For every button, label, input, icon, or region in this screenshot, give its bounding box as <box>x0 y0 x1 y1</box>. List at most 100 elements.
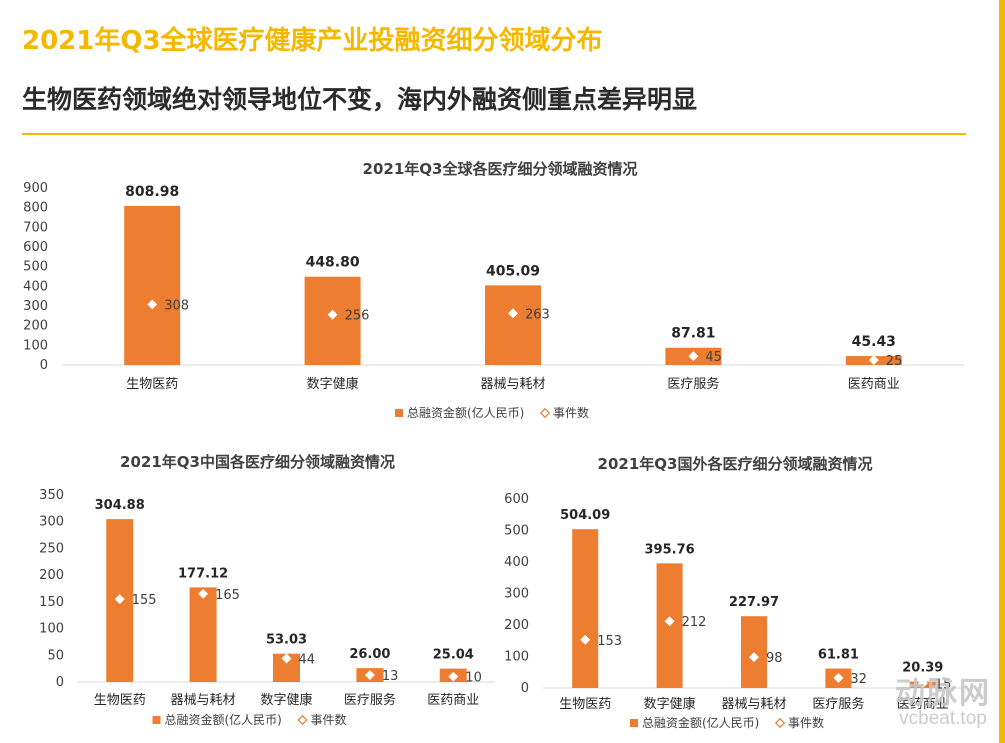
category-label: 器械与耗材 <box>171 693 236 708</box>
event-marker <box>580 634 591 645</box>
category-label: 器械与耗材 <box>480 377 545 392</box>
category-label: 数字健康 <box>260 692 312 708</box>
bar-value-label: 177.12 <box>178 566 228 581</box>
chart-china: 2021年Q3中国各医疗细分领域融资情况 0 50 100 150 200 250 300 35… <box>39 453 495 727</box>
event-count-label: 10 <box>465 671 482 686</box>
page-subtitle: 生物医药领域绝对领导地位不变，海内外融资侧重点差异明显 <box>22 85 698 114</box>
bar <box>304 276 361 365</box>
bar-value-label: 53.03 <box>266 633 307 648</box>
y-tick-label: 400 <box>504 555 529 570</box>
category-label: 医药商业 <box>848 377 900 392</box>
event-count-label: 153 <box>597 634 622 649</box>
y-tick-label: 600 <box>504 492 529 507</box>
y-tick-label: 200 <box>39 568 64 583</box>
category-label: 数字健康 <box>307 376 359 392</box>
legend-label-amount: 总融资金额(亿人民币) <box>165 712 282 727</box>
event-count-label: 32 <box>850 672 867 687</box>
chart-global: 2021年Q3全球各医疗细分领域融资情况 0 100 200 300 400 500 600 7… <box>23 160 964 420</box>
event-marker <box>147 299 158 310</box>
y-tick-label: 350 <box>39 488 64 503</box>
event-count-label: 98 <box>766 651 783 666</box>
legend-swatch-amount <box>395 409 403 417</box>
bar-value-label: 504.09 <box>560 508 610 523</box>
legend-label-amount: 总融资金额(亿人民币) <box>642 715 759 730</box>
category-label: 医疗服务 <box>344 692 396 708</box>
legend-swatch-events <box>774 717 786 729</box>
y-tick-label: 600 <box>23 240 48 255</box>
y-tick-label: 500 <box>23 260 48 275</box>
bar-value-label: 45.43 <box>852 334 896 350</box>
legend-swatch-events <box>539 407 551 419</box>
category-label: 医药商业 <box>427 693 479 708</box>
bar-value-label: 808.98 <box>125 184 179 200</box>
legend-label-amount: 总融资金额(亿人民币) <box>407 405 524 420</box>
category-label: 生物医药 <box>126 377 178 392</box>
event-count-label: 25 <box>886 354 903 369</box>
legend-swatch-amount <box>152 716 161 724</box>
watermark-url: vcbeat.top <box>899 708 987 729</box>
bar <box>485 285 541 365</box>
y-tick-label: 100 <box>39 622 64 637</box>
event-count-label: 165 <box>215 588 240 603</box>
y-tick-label: 0 <box>521 681 529 696</box>
legend-label-events: 事件数 <box>553 405 589 420</box>
event-count-label: 15 <box>935 677 952 692</box>
legend-label-events: 事件数 <box>788 715 824 730</box>
y-tick-label: 0 <box>56 675 64 690</box>
chart-title: 2021年Q3全球各医疗细分领域融资情况 <box>363 160 638 178</box>
category-label: 器械与耗材 <box>721 697 786 712</box>
event-marker <box>688 351 699 362</box>
bar <box>124 205 181 365</box>
category-label: 生物医药 <box>559 697 611 712</box>
bar-value-label: 304.88 <box>95 498 145 513</box>
watermark-logo: 动脉网 <box>895 677 991 710</box>
category-label: 医疗服务 <box>667 376 719 392</box>
y-tick-label: 250 <box>39 541 64 556</box>
event-marker <box>868 355 879 366</box>
bar-value-label: 87.81 <box>671 326 715 342</box>
watermark: 动脉网 vcbeat.top <box>895 679 991 729</box>
bar <box>572 529 599 688</box>
event-count-label: 155 <box>132 593 157 608</box>
y-tick-label: 100 <box>504 650 529 665</box>
event-count-label: 256 <box>345 309 370 324</box>
y-tick-label: 200 <box>23 319 48 334</box>
page-title: 2021年Q3全球医疗健康产业投融资细分领域分布 <box>22 26 603 56</box>
bar-value-label: 20.39 <box>902 661 943 676</box>
y-tick-label: 400 <box>23 279 48 294</box>
bar-value-label: 26.00 <box>349 647 390 662</box>
chart-title: 2021年Q3国外各医疗细分领域融资情况 <box>598 455 873 473</box>
event-count-label: 263 <box>525 307 550 322</box>
event-count-label: 308 <box>164 298 189 313</box>
legend-swatch-amount <box>630 719 638 727</box>
event-count-label: 212 <box>682 615 707 630</box>
y-tick-label: 300 <box>39 515 64 530</box>
category-label: 数字健康 <box>644 696 696 712</box>
event-marker <box>327 309 338 320</box>
legend-swatch-events <box>297 714 308 726</box>
y-tick-label: 50 <box>47 648 64 663</box>
y-tick-label: 200 <box>504 618 529 633</box>
event-marker <box>917 678 928 689</box>
chart-overseas: 2021年Q3国外各医疗细分领域融资情况 0 100 200 300 400 500 600 5… <box>504 455 965 730</box>
bar-value-label: 61.81 <box>818 648 859 663</box>
bar <box>189 587 217 682</box>
bar-value-label: 448.80 <box>306 255 360 271</box>
y-tick-label: 100 <box>23 338 48 353</box>
category-label: 生物医药 <box>94 693 146 708</box>
y-tick-label: 800 <box>23 201 48 216</box>
event-count-label: 45 <box>705 350 722 365</box>
legend-label-events: 事件数 <box>311 712 347 727</box>
bar-value-label: 25.04 <box>433 648 474 663</box>
y-tick-label: 300 <box>23 299 48 314</box>
y-tick-label: 150 <box>39 595 64 610</box>
title-divider <box>22 133 966 135</box>
edge-accent-bar <box>999 0 1005 743</box>
event-count-label: 13 <box>382 669 399 684</box>
category-label: 医药商业 <box>897 697 949 712</box>
category-label: 医疗服务 <box>812 696 864 712</box>
y-tick-label: 300 <box>504 587 529 602</box>
y-tick-label: 700 <box>23 220 48 235</box>
chart-title: 2021年Q3中国各医疗细分领域融资情况 <box>120 453 395 471</box>
y-tick-label: 900 <box>23 181 48 196</box>
